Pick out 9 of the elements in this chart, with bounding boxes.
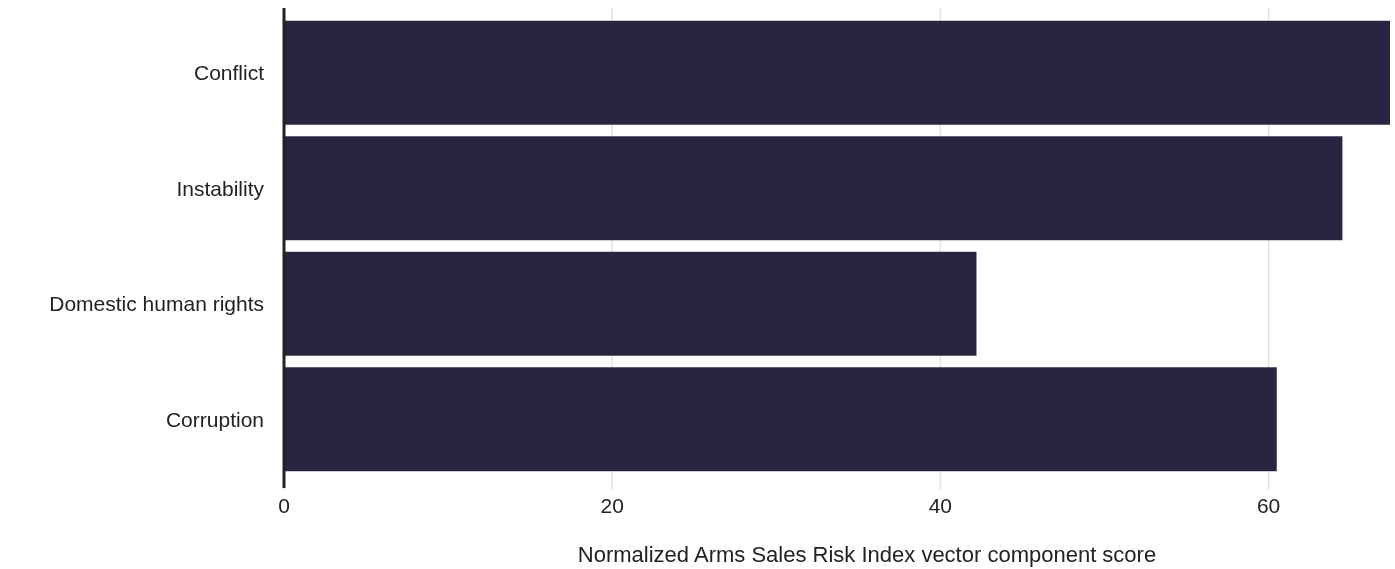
- y-tick-label: Conflict: [193, 61, 265, 85]
- x-tick-label: 40: [928, 494, 953, 517]
- y-tick-label: Corruption: [165, 407, 264, 431]
- y-tick-label: Instability: [176, 176, 265, 200]
- x-axis-title: Normalized Arms Sales Risk Index vector component score: [577, 542, 1157, 567]
- x-tick-label: 0: [278, 494, 290, 517]
- y-tick-label: Domestic human rights: [49, 292, 264, 316]
- x-tick-label: 60: [1256, 494, 1281, 517]
- x-tick-label: 20: [600, 494, 624, 517]
